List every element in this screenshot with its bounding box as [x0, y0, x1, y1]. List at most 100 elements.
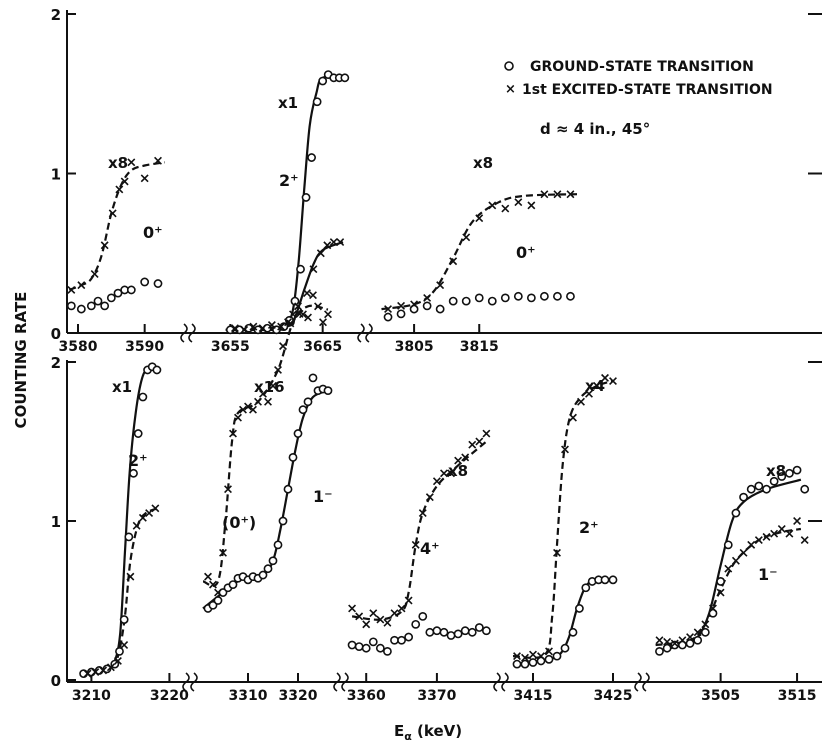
excited-point: [336, 238, 345, 247]
excited-point: [418, 509, 427, 518]
excited-point: [777, 524, 786, 533]
ground-point: [312, 97, 322, 107]
ground-point: [303, 397, 313, 407]
ground-point: [129, 468, 138, 478]
ground-point: [106, 293, 116, 303]
ground-point: [93, 296, 103, 306]
ground-point: [566, 291, 575, 301]
bottom-y-tick-label: 1: [51, 513, 61, 531]
excited-point: [569, 413, 577, 422]
x-tick-label: 3805: [395, 339, 434, 355]
excited-point: [468, 440, 477, 449]
bottom-y-tick-label: 0: [51, 672, 61, 690]
excited-point: [91, 668, 100, 677]
excited-point: [436, 281, 445, 290]
excited-point: [274, 365, 282, 374]
ground-point: [361, 643, 371, 653]
x-tick-label: 3210: [72, 688, 111, 704]
spin-parity-label: 2⁺: [128, 451, 148, 470]
segment-7: 3415 3425 x4 2⁺: [512, 373, 633, 704]
ground-point: [288, 452, 298, 462]
ground-point: [716, 577, 726, 586]
ground-point: [383, 312, 393, 322]
scale-factor-label: x8: [766, 462, 786, 480]
top-y-tick-label: 1: [51, 166, 61, 184]
x-tick-label: 3655: [211, 339, 250, 355]
x-tick-label: 3425: [594, 688, 633, 704]
excited-point: [120, 177, 129, 186]
excited-point: [304, 313, 312, 322]
excited-point: [154, 156, 162, 165]
scale-factor-label: x1: [278, 94, 298, 112]
excited-point: [449, 257, 458, 266]
excited-point: [126, 572, 135, 581]
ground-point: [528, 658, 538, 667]
excited-point: [384, 305, 392, 314]
excited-point: [693, 628, 702, 637]
excited-point: [397, 301, 406, 310]
ground-point: [544, 654, 554, 664]
ground-fit-curve: [225, 75, 345, 332]
axis-break-mark: [634, 672, 642, 692]
ground-point: [448, 296, 458, 306]
excited-point: [553, 548, 561, 557]
x-tick-label: 3580: [59, 339, 98, 355]
spin-parity-label: 0⁺: [516, 243, 536, 262]
ground-point: [575, 604, 584, 613]
ground-point: [102, 664, 112, 674]
excited-point: [120, 641, 129, 649]
scale-factor-label: x16: [254, 378, 285, 396]
excited-point: [678, 636, 687, 645]
segment-8: 3505 3515 x8 1⁻: [655, 462, 817, 704]
axis-break-mark: [180, 323, 188, 343]
excited-point: [264, 397, 272, 406]
ground-point: [418, 612, 428, 621]
spin-parity-label: 1⁻: [313, 487, 333, 506]
excited-point: [663, 637, 672, 646]
excited-point: [267, 321, 276, 329]
ground-point: [769, 476, 779, 486]
ground-point: [318, 76, 328, 86]
ground-point: [119, 615, 129, 624]
axis-break-mark: [642, 672, 650, 692]
ground-point: [298, 405, 308, 415]
excited-point: [404, 596, 413, 605]
excited-point: [475, 214, 484, 223]
excited-point: [410, 300, 419, 309]
excited-point: [239, 405, 247, 414]
excited-point: [670, 639, 679, 648]
ground-point: [552, 651, 562, 661]
x-tick-label: 3220: [150, 688, 189, 704]
ground-point: [568, 627, 578, 637]
ground-point: [273, 540, 283, 550]
ground-point: [762, 484, 771, 494]
ground-point: [785, 468, 794, 478]
ground-point: [411, 619, 421, 629]
excited-point: [475, 437, 484, 446]
excited-point: [229, 429, 237, 438]
excited-point: [454, 456, 463, 465]
axis-break-mark: [341, 672, 349, 692]
excited-point: [709, 604, 717, 613]
excited-point: [432, 477, 441, 486]
excited-point: [299, 310, 307, 319]
ground-point: [435, 304, 445, 314]
excited-point: [209, 580, 217, 589]
excited-point: [314, 302, 322, 311]
axis-break-mark: [365, 323, 373, 343]
ground-point: [323, 386, 333, 396]
ground-fit-curve: [655, 478, 802, 653]
excited-point: [716, 588, 725, 597]
ground-point: [432, 626, 442, 636]
excited-point: [724, 564, 733, 573]
axes-frame: 0 1 2 0 1 2: [51, 6, 822, 692]
ground-point: [100, 301, 110, 311]
ground-point: [512, 659, 522, 669]
ground-point: [283, 484, 293, 494]
excited-point: [145, 509, 154, 518]
ground-point: [354, 642, 364, 652]
ground-point: [425, 627, 435, 637]
excited-point: [397, 604, 406, 613]
excited-point: [115, 185, 124, 194]
ground-point: [383, 646, 392, 656]
